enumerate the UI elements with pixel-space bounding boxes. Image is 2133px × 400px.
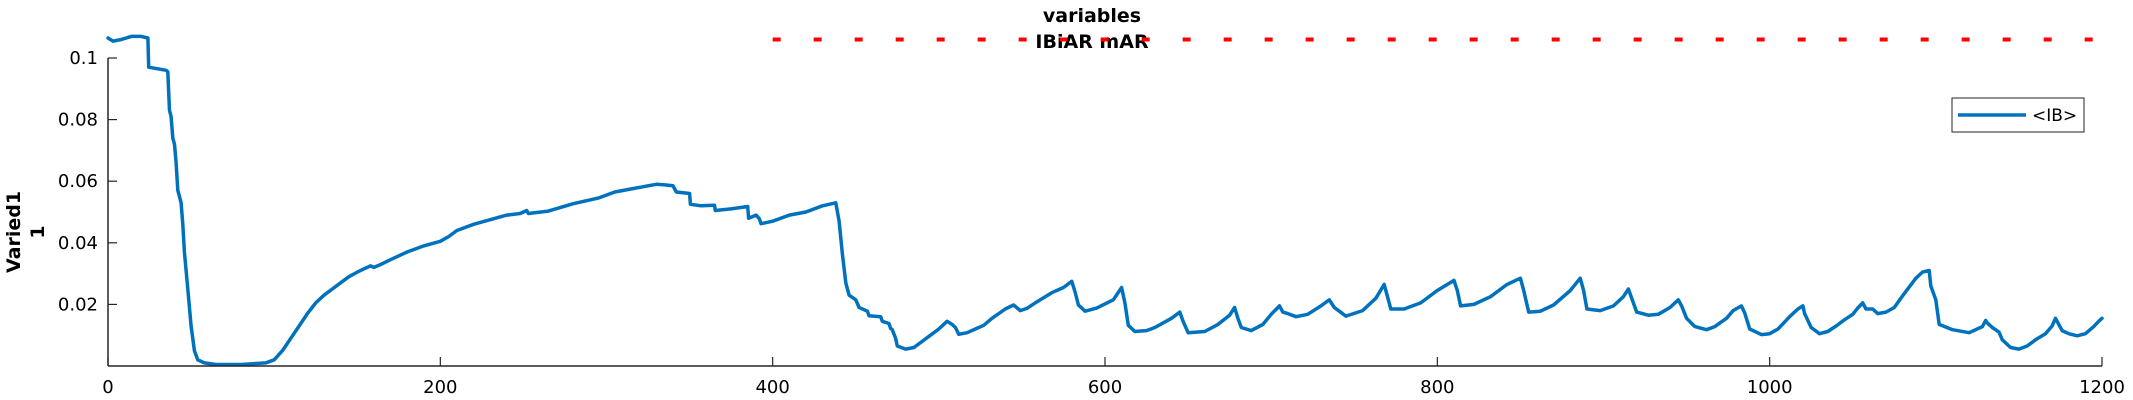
series-line-ib xyxy=(106,34,2104,367)
x-tick-label: 600 xyxy=(1088,377,1122,398)
chart-title: variables IBiAR mAR xyxy=(1035,5,1149,53)
y-axis-label-line-1: Varied1 xyxy=(3,191,25,273)
x-tick-label: 1200 xyxy=(2079,377,2125,398)
y-axis-label-line-2: 1 xyxy=(27,225,49,238)
x-tick-label: 800 xyxy=(1420,377,1454,398)
y-axis-label: Varied1 1 xyxy=(3,191,49,273)
chart-title-line-2: IBiAR mAR xyxy=(1035,31,1149,53)
x-axis-ticks: 0 200 400 600 800 1000 1200 xyxy=(102,357,2125,398)
y-tick-label: 0.1 xyxy=(69,48,98,69)
y-tick-label: 0.04 xyxy=(58,233,98,254)
x-tick-label: 1000 xyxy=(1747,377,1793,398)
y-axis-ticks: 0.02 0.04 0.06 0.08 0.1 xyxy=(58,48,117,315)
x-tick-label: 200 xyxy=(423,377,457,398)
plot-area xyxy=(106,34,2104,367)
legend-label-ib: <IB> xyxy=(2032,106,2077,126)
y-tick-label: 0.08 xyxy=(58,110,98,131)
chart-title-line-1: variables xyxy=(1043,5,1141,27)
x-tick-label: 400 xyxy=(755,377,789,398)
y-tick-label: 0.02 xyxy=(58,294,98,315)
x-tick-label: 0 xyxy=(102,377,113,398)
legend[interactable]: <IB> xyxy=(1951,97,2085,133)
y-tick-label: 0.06 xyxy=(58,171,98,192)
